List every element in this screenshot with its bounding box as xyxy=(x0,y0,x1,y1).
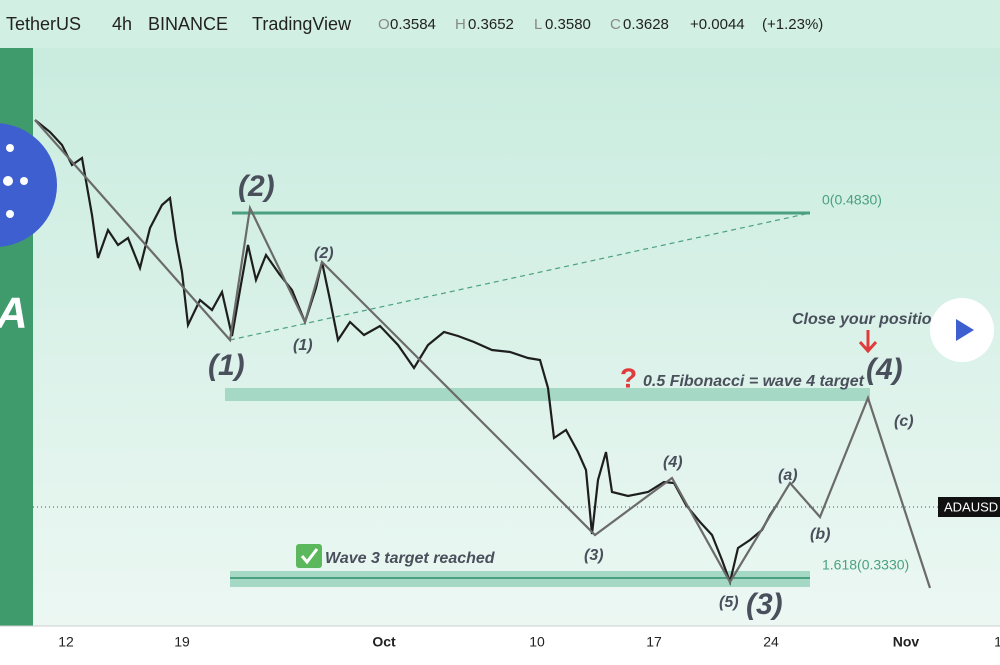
x-tick-label: 19 xyxy=(174,634,190,650)
x-tick-label: 17 xyxy=(646,634,662,650)
wave-label: (c) xyxy=(894,413,914,430)
change: +0.0044 xyxy=(690,16,745,33)
exchange: BINANCE xyxy=(148,14,228,34)
x-tick-label: Nov xyxy=(893,634,920,650)
wave-label: (4) xyxy=(866,353,903,386)
check-icon xyxy=(296,544,322,568)
ohlc-value: 0.3652 xyxy=(468,16,514,33)
x-axis-labels: 12 19 Oct 10 17 24 Nov 1 xyxy=(58,634,1000,650)
wave-label: (2) xyxy=(314,245,334,262)
fib-band xyxy=(225,388,870,401)
logo-dots xyxy=(3,144,28,218)
interval: 4h xyxy=(112,14,132,34)
wave-label: (1) xyxy=(293,337,313,354)
ohlc-value: 0.3628 xyxy=(623,16,669,33)
annotation: 0.5 Fibonacci = wave 4 target xyxy=(643,373,865,390)
ohlc: O 0.3584 H 0.3652 L 0.3580 C 0.3628 +0.0044 … xyxy=(378,16,823,33)
wave-label: (4) xyxy=(663,454,683,471)
logo-letter: A xyxy=(0,289,28,338)
wave-label: (3) xyxy=(746,588,783,621)
ohlc-key: L xyxy=(534,16,542,33)
x-axis xyxy=(0,626,1000,660)
fib-level-label: 1.618(0.3330) xyxy=(822,557,909,573)
wave-label: (3) xyxy=(584,547,604,564)
price-tag-label: ADAUSD xyxy=(944,499,998,514)
wave-label: (1) xyxy=(208,349,245,382)
x-tick-label: Oct xyxy=(372,634,396,650)
logo xyxy=(0,123,57,247)
x-tick-label: 12 xyxy=(58,634,74,650)
symbol: TetherUS xyxy=(6,14,81,34)
ohlc-key: H xyxy=(455,16,466,33)
x-tick-label: 10 xyxy=(529,634,545,650)
x-tick-label: 1 xyxy=(994,634,1000,650)
fib-level-label: 0(0.4830) xyxy=(822,192,882,208)
annotation: Wave 3 target reached xyxy=(325,550,496,567)
wave-label: (2) xyxy=(238,170,275,203)
header: TetherUS 4h BINANCE TradingView xyxy=(6,14,352,34)
change-pct: (+1.23%) xyxy=(762,16,823,33)
price-tag xyxy=(938,497,1000,517)
question-mark: ? xyxy=(620,362,637,393)
red-arrow xyxy=(858,330,878,354)
wave-label: (5) xyxy=(719,594,739,611)
ohlc-key: C xyxy=(610,16,621,33)
header-bar xyxy=(0,0,1000,48)
play-icon xyxy=(956,319,974,341)
platform: TradingView xyxy=(252,14,352,34)
wave-label: (b) xyxy=(810,526,830,543)
price-series xyxy=(34,119,779,586)
wave-label: (a) xyxy=(778,467,798,484)
ohlc-value: 0.3580 xyxy=(545,16,591,33)
ohlc-key: O xyxy=(378,16,390,33)
ohlc-value: 0.3584 xyxy=(390,16,436,33)
wave-path xyxy=(34,119,932,589)
x-tick-label: 24 xyxy=(763,634,779,650)
check-mark xyxy=(300,548,319,565)
